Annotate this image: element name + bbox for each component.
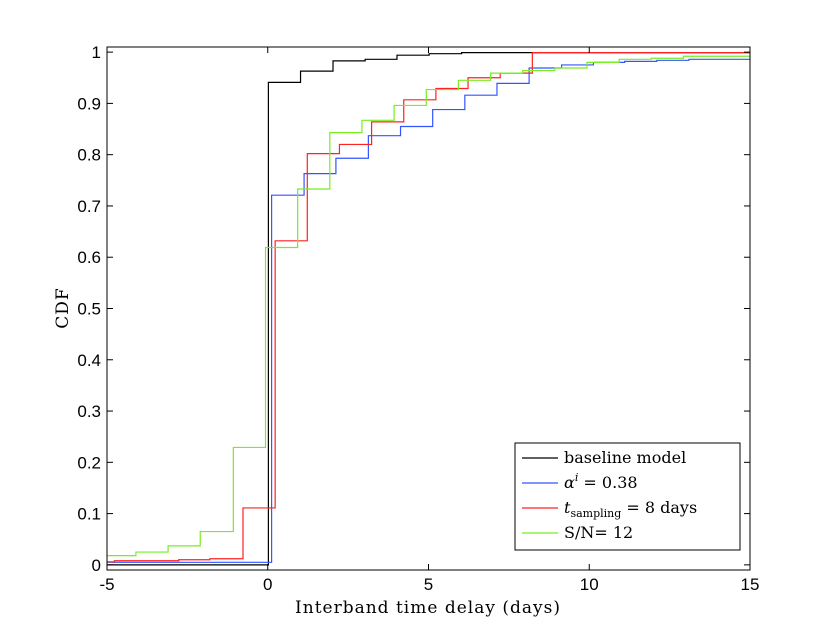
y-tick-label: 0.9 [77, 94, 101, 113]
x-tick-label: 0 [263, 575, 272, 594]
x-tick-label: 15 [741, 575, 760, 594]
y-tick-label: 0 [92, 556, 101, 575]
x-tick-label: 10 [580, 575, 599, 594]
series-line-2 [107, 52, 750, 563]
x-tick-label: -5 [99, 575, 114, 594]
y-tick-label: 1 [92, 43, 101, 62]
legend-entry-1: αi = 0.38 [564, 471, 638, 492]
legend-box [514, 442, 741, 551]
series-line-3 [107, 55, 750, 557]
x-axis-label: Interband time delay (days) [295, 598, 561, 618]
legend: baseline model αi = 0.38 tsampling = 8 day… [514, 442, 741, 551]
y-tick-label: 0.7 [77, 197, 101, 216]
y-tick-label: 0.5 [77, 300, 101, 319]
y-tick-label: 0.8 [77, 146, 101, 165]
x-tick-label: 5 [424, 575, 433, 594]
y-tick-label: 0.1 [77, 505, 101, 524]
y-tick-label: 0.3 [77, 402, 101, 421]
y-tick-label: 0.2 [77, 453, 101, 472]
series-line-0 [107, 52, 750, 566]
legend-entry-3: S/N= 12 [564, 523, 633, 542]
legend-entry-2: tsampling = 8 days [564, 498, 697, 520]
series-line-1 [107, 58, 750, 563]
y-axis-label: CDF [53, 287, 73, 328]
legend-entry-0: baseline model [564, 448, 686, 467]
y-tick-label: 0.4 [77, 351, 101, 370]
y-tick-label: 0.6 [77, 248, 101, 267]
